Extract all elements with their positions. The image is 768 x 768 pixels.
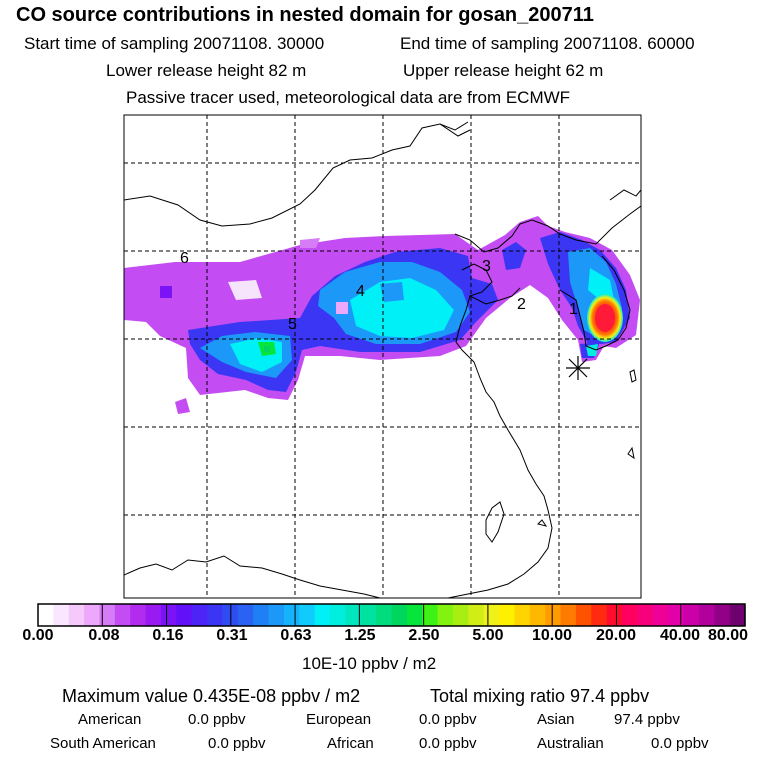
colorbar-swatch [176,604,193,626]
colorbar-swatch [345,604,362,626]
colorbar-swatch [99,604,116,626]
colorbar-tick-label: 0.31 [216,627,248,644]
colorbar-tick-label: 1.25 [344,627,376,644]
colorbar-tick-label: 0.00 [22,627,54,644]
map-frame [123,114,642,599]
colorbar-swatch [452,604,469,626]
map-graticule [124,115,641,598]
colorbar-swatch [591,604,608,626]
colorbar-swatch [314,604,331,626]
colorbar-tick-label: 20.00 [595,627,637,644]
colorbar-swatch [191,604,208,626]
colorbar-tick-label: 80.00 [707,627,749,644]
region-name-asian: Asian [537,711,575,728]
colorbar-swatch [268,604,285,626]
colorbar-swatch [299,604,316,626]
colorbar-tick-label: 10.00 [531,627,573,644]
upper-release-label: Upper release height 62 m [403,61,604,80]
colorbar-swatch [160,604,177,626]
colorbar-tick-label: 2.50 [408,627,440,644]
region-value-asian: 97.4 ppbv [614,711,680,728]
region-value-african: 0.0 ppbv [419,735,477,752]
region-label-1: 1 [569,301,578,318]
colorbar-swatch [391,604,408,626]
colorbar-swatch [622,604,639,626]
colorbar-swatch [545,604,562,626]
colorbar-swatch [283,604,300,626]
colorbar-swatch [68,604,85,626]
region-value-australian: 0.0 ppbv [651,735,709,752]
colorbar-swatch [114,604,131,626]
colorbar-swatch [38,604,54,626]
colorbar-frame [37,603,746,627]
colorbar-tick-label: 0.08 [88,627,120,644]
colorbar-swatch [499,604,516,626]
colorbar-swatch [253,604,270,626]
region-label-4: 4 [356,283,365,300]
max-value-label: Maximum value 0.435E-08 ppbv / m2 [62,686,361,706]
colorbar-swatch [130,604,147,626]
region-label-3: 3 [482,258,491,275]
region-label-6: 6 [180,250,189,267]
colorbar-units: 10E-10 ppbv / m2 [302,654,437,673]
region-name-european: European [306,711,372,728]
region-value-south-american: 0.0 ppbv [208,735,266,752]
colorbar-swatch [668,604,685,626]
colorbar-swatch [360,604,377,626]
colorbar-swatch [237,604,254,626]
region-value-european: 0.0 ppbv [419,711,477,728]
colorbar-swatch [422,604,439,626]
colorbar-swatch [560,604,577,626]
colorbar-swatch [84,604,101,626]
asterisk-icon [566,356,590,380]
region-value-american: 0.0 ppbv [188,711,246,728]
region-name-australian: Australian [537,735,604,752]
colorbar-swatch [637,604,654,626]
colorbar-swatch [406,604,423,626]
region-label-5: 5 [288,316,297,333]
colorbar [37,603,746,627]
colorbar-swatch [437,604,454,626]
colorbar-swatch [683,604,700,626]
colorbar-swatch [714,604,731,626]
colorbar-swatch [514,604,531,626]
colorbar-tick-label: 0.16 [152,627,184,644]
colorbar-tick-label: 0.63 [280,627,312,644]
start-time-label: Start time of sampling 20071108. 30000 [24,34,325,53]
total-mixing-label: Total mixing ratio 97.4 ppbv [430,686,650,706]
plot-title: CO source contributions in nested domain… [16,4,594,26]
colorbar-swatch [207,604,224,626]
colorbar-swatch [145,604,162,626]
colorbar-tick-label: 5.00 [472,627,504,644]
region-name-american: American [78,711,142,728]
tracer-note: Passive tracer used, meteorological data… [126,88,571,107]
colorbar-swatch [376,604,393,626]
region-label-2: 2 [517,296,526,313]
coastlines [124,121,641,598]
colorbar-tick-label: 40.00 [659,627,701,644]
colorbar-swatch [529,604,546,626]
colorbar-swatch [483,604,500,626]
colorbar-swatch [330,604,346,626]
colorbar-swatch [53,604,70,626]
end-time-label: End time of sampling 20071108. 60000 [400,34,695,53]
colorbar-swatch [606,604,623,626]
colorbar-swatch [698,604,715,626]
colorbar-swatch [468,604,485,626]
region-name-african: African [327,735,374,752]
region-name-south-american: South American [50,735,156,752]
lower-release-label: Lower release height 82 m [106,61,307,80]
colorbar-swatch [729,604,746,626]
colorbar-swatch [575,604,592,626]
colorbar-swatch [652,604,669,626]
plume-field [124,216,640,414]
